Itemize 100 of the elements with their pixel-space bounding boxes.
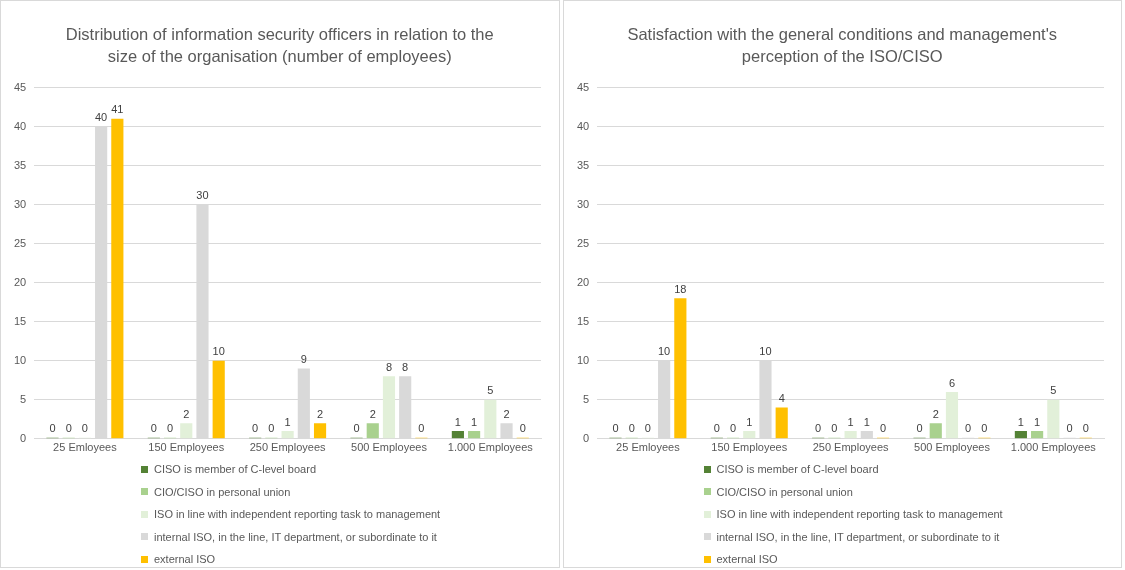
data-label: 1 — [454, 415, 461, 428]
bar — [673, 298, 686, 439]
data-label: 1 — [471, 415, 478, 428]
data-label: 1 — [863, 415, 870, 428]
x-tick-label: 250 Employees — [812, 441, 889, 454]
bar — [844, 431, 857, 439]
x-tick-label: 500 Employees — [351, 441, 428, 454]
data-label: 0 — [519, 422, 526, 435]
legend-label: CISO is member of C-level board — [716, 463, 879, 476]
x-tick-label: 25 Emloyees — [615, 441, 680, 454]
x-tick-label: 1.000 Employees — [447, 441, 534, 454]
data-label: 0 — [81, 422, 88, 435]
y-tick-label: 20 — [13, 275, 27, 288]
data-label: 1 — [745, 415, 752, 428]
data-label: 0 — [611, 422, 619, 435]
data-label: 1 — [1017, 415, 1024, 428]
y-tick-label: 5 — [20, 392, 27, 405]
legend-label: external ISO — [154, 553, 216, 566]
chart-title: Distribution of information security officers in relation to the size of the organisation (number of employees) — [64, 24, 495, 67]
bar — [484, 399, 497, 439]
data-label: 0 — [964, 422, 971, 435]
data-label: 6 — [948, 376, 955, 389]
bar — [1014, 431, 1027, 439]
legend-label: internal ISO, in the line, IT department, or subordinate to it — [154, 530, 437, 543]
data-label: 41 — [111, 103, 124, 116]
data-label: 1 — [847, 415, 854, 428]
y-tick-label: 10 — [576, 353, 589, 366]
legend-label: CIO/CISO in personal union — [154, 485, 291, 498]
data-label: 0 — [418, 422, 425, 435]
data-label: 5 — [487, 384, 494, 397]
data-label: 0 — [713, 422, 720, 435]
bar — [111, 118, 124, 439]
data-label: 0 — [150, 422, 157, 435]
data-label: 0 — [65, 422, 72, 435]
bar — [281, 431, 294, 439]
data-label: 2 — [316, 407, 324, 420]
y-tick-label: 45 — [576, 80, 589, 93]
data-label: 2 — [503, 407, 510, 420]
y-tick-label: 5 — [582, 392, 589, 405]
data-label: 0 — [814, 422, 821, 435]
data-label: 40 — [95, 111, 108, 124]
bar — [382, 376, 396, 439]
data-label: 2 — [183, 407, 190, 420]
bar — [1046, 399, 1059, 439]
data-label: 0 — [268, 422, 275, 435]
y-tick-label: 35 — [576, 158, 589, 171]
data-label: 0 — [879, 422, 886, 435]
data-label: 10 — [212, 345, 225, 358]
y-tick-label: 0 — [582, 431, 589, 444]
x-tick-label: 1.000 Employees — [1010, 441, 1096, 454]
data-label: 10 — [657, 345, 670, 358]
y-tick-label: 15 — [13, 314, 27, 327]
x-tick-label: 500 Employees — [913, 441, 990, 454]
bar — [212, 360, 225, 439]
bar — [451, 431, 464, 439]
legend-label: CIO/CISO in personal union — [716, 485, 853, 498]
data-label: 0 — [915, 422, 923, 435]
data-label: 0 — [980, 422, 987, 435]
y-tick-label: 10 — [13, 353, 27, 366]
data-label: 5 — [1049, 384, 1056, 397]
data-label: 18 — [673, 282, 686, 295]
legend-label: ISO in line with independent reporting task to management — [154, 508, 441, 521]
bar — [945, 391, 958, 439]
y-tick-label: 20 — [576, 275, 589, 288]
y-tick-label: 25 — [13, 236, 27, 249]
y-tick-label: 35 — [13, 158, 27, 171]
data-label: 0 — [1082, 422, 1089, 435]
data-label: 0 — [628, 422, 635, 435]
chart-title: Satisfaction with the general conditions and management's perception of the ISO/CISO — [626, 24, 1059, 67]
bar — [366, 423, 379, 439]
legend-label: external ISO — [716, 553, 778, 566]
y-tick-label: 15 — [576, 314, 589, 327]
legend-label: CISO is member of C-level board — [154, 463, 316, 476]
data-label: 2 — [369, 407, 376, 420]
y-tick-label: 25 — [576, 236, 589, 249]
data-label: 0 — [49, 422, 56, 435]
bar — [742, 431, 755, 439]
y-tick-label: 40 — [13, 119, 27, 132]
x-tick-label: 150 Employees — [148, 441, 225, 454]
data-label: 0 — [166, 422, 174, 435]
bar — [929, 423, 942, 439]
y-tick-label: 30 — [576, 197, 589, 210]
y-tick-label: 40 — [576, 119, 589, 132]
data-label: 1 — [1033, 415, 1040, 428]
data-label: 4 — [778, 392, 785, 405]
legend-label: ISO in line with independent reporting task to management — [716, 508, 1003, 521]
data-label: 9 — [300, 353, 307, 366]
y-tick-label: 30 — [13, 197, 27, 210]
bar — [775, 407, 788, 439]
data-label: 0 — [252, 422, 259, 435]
bar — [313, 423, 327, 439]
data-label: 0 — [729, 422, 736, 435]
data-label: 2 — [932, 407, 939, 420]
data-label: 1 — [284, 415, 291, 428]
data-label: 8 — [385, 360, 393, 373]
y-tick-label: 45 — [13, 80, 27, 93]
bar — [500, 423, 513, 439]
bar — [468, 431, 481, 439]
x-tick-label: 25 Emloyees — [53, 441, 118, 454]
legend-label: internal ISO, in the line, IT department, or subordinate to it — [716, 530, 1000, 543]
